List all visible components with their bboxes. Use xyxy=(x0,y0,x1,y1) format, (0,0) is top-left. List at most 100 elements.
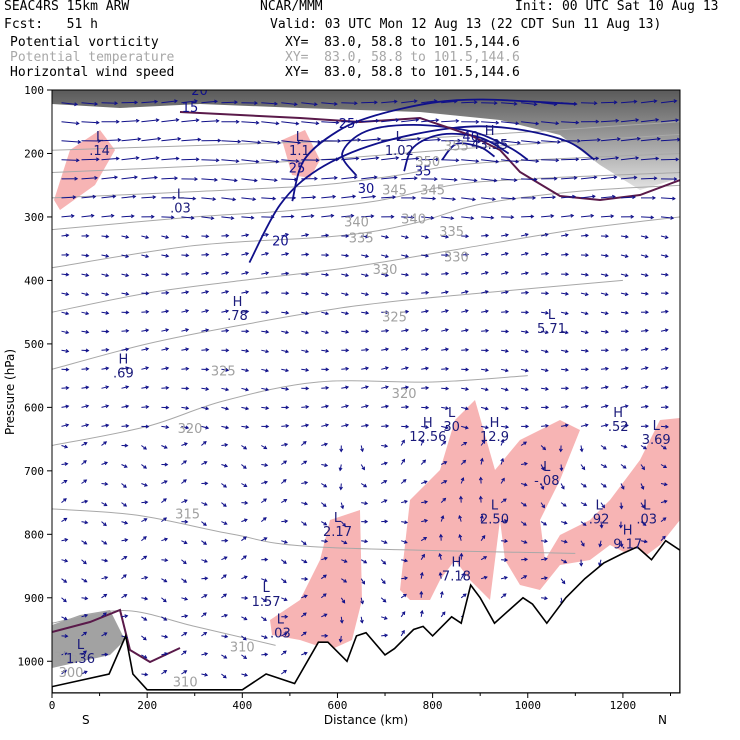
wind-vector xyxy=(660,445,667,450)
wind-vector xyxy=(261,557,269,562)
wind-vector xyxy=(161,517,167,522)
wind-vector xyxy=(361,404,369,409)
wind-contour-label: 15 xyxy=(182,101,199,116)
wind-vector xyxy=(121,614,129,619)
wind-vector xyxy=(341,329,350,334)
wind-vector xyxy=(421,137,442,142)
wind-vector xyxy=(480,406,489,411)
field-pv-name: Potential vorticity xyxy=(10,35,159,50)
wind-vector xyxy=(81,194,97,199)
wind-vector xyxy=(501,233,509,238)
wind-vector xyxy=(421,272,430,277)
wind-vector xyxy=(301,349,310,354)
wind-vector xyxy=(580,540,585,547)
wind-vector xyxy=(181,578,188,583)
wind-vector xyxy=(161,634,169,639)
wind-vector xyxy=(121,520,129,525)
wind-vector xyxy=(640,99,658,104)
wind-vector xyxy=(141,518,148,523)
wind-vector xyxy=(301,121,320,126)
wind-vector xyxy=(141,328,150,333)
pv-extremum-kind: H xyxy=(623,524,633,539)
wind-vector xyxy=(301,594,308,599)
wind-vector xyxy=(161,118,180,123)
pv-extremum-kind: L xyxy=(643,498,651,513)
wind-vector xyxy=(521,102,538,107)
pv-extremum-value: 9.17 xyxy=(613,538,642,553)
wind-vector xyxy=(600,445,607,450)
wind-vector xyxy=(121,156,140,161)
wind-vector xyxy=(560,502,567,507)
wind-contour-labels: 25 25 20 30 35 40 15 20 xyxy=(182,90,479,250)
wind-vector xyxy=(221,309,230,314)
wind-vector xyxy=(241,575,248,580)
wind-vector xyxy=(121,483,127,488)
wind-vector xyxy=(521,121,540,126)
wind-vector xyxy=(481,120,500,125)
wind-vector xyxy=(221,197,237,202)
wind-vector xyxy=(380,480,388,484)
wind-vector xyxy=(500,438,505,446)
wind-vector xyxy=(181,540,188,545)
wind-vector xyxy=(61,423,70,428)
wind-vector xyxy=(81,670,88,675)
wind-vector xyxy=(161,670,168,675)
wind-vector xyxy=(301,311,310,316)
wind-vector xyxy=(201,309,210,313)
wind-vector xyxy=(301,291,310,296)
wind-vector xyxy=(241,215,255,220)
wind-vector xyxy=(161,445,168,449)
wind-vector xyxy=(541,139,561,144)
wind-vector xyxy=(161,597,167,603)
wind-vector xyxy=(181,234,190,239)
wind-vector xyxy=(241,654,248,659)
wind-vector xyxy=(541,405,550,410)
wind-vector xyxy=(541,252,549,257)
wind-vector xyxy=(321,613,328,618)
wind-vector xyxy=(141,214,155,219)
wind-vector xyxy=(440,440,447,446)
wind-vector xyxy=(561,101,578,106)
wind-vector xyxy=(421,309,430,314)
wind-vector xyxy=(419,571,424,579)
wind-vector xyxy=(121,137,142,142)
wind-vector xyxy=(81,233,90,238)
wind-vector xyxy=(201,234,210,239)
wind-vector xyxy=(581,367,589,372)
wind-vector xyxy=(281,159,300,164)
wind-vector xyxy=(520,387,529,392)
wind-vector xyxy=(440,611,446,618)
wind-vector xyxy=(341,175,358,180)
wind-vector xyxy=(420,553,425,560)
wind-vector xyxy=(181,118,200,123)
wind-vector xyxy=(81,175,99,180)
wind-vector xyxy=(141,672,149,677)
wind-vector xyxy=(101,632,108,637)
wind-vector xyxy=(461,387,470,391)
wind-vector xyxy=(441,234,450,239)
wind-vector xyxy=(61,578,68,583)
wind-vector xyxy=(141,385,150,390)
wind-vector xyxy=(301,576,309,581)
wind-vector xyxy=(401,424,410,429)
wind-vector xyxy=(221,406,230,411)
wind-vector xyxy=(161,480,168,484)
wind-vector xyxy=(401,99,418,104)
wind-vector xyxy=(381,214,395,219)
wind-vector xyxy=(600,118,620,123)
wind-vector xyxy=(660,517,667,522)
wind-vector xyxy=(161,385,170,390)
wind-vector xyxy=(461,197,477,202)
wind-vector xyxy=(101,234,110,239)
wind-vector xyxy=(101,481,109,486)
wind-vector xyxy=(580,404,589,409)
wind-vector xyxy=(561,175,578,180)
wind-vector xyxy=(341,540,348,545)
wind-vector xyxy=(161,309,170,314)
pv-extremum: L1.36 xyxy=(66,638,95,667)
pv-extremum: L3.69 xyxy=(642,419,671,448)
wind-vector xyxy=(61,233,70,238)
wind-vector xyxy=(201,328,210,333)
wind-vector xyxy=(421,177,438,182)
wind-vector xyxy=(161,578,168,583)
